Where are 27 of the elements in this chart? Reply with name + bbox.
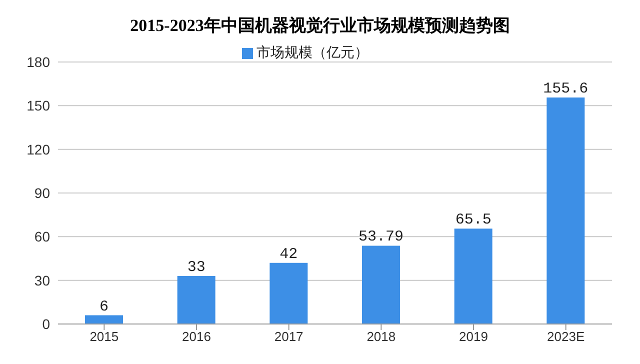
- data-label: 65.5: [455, 212, 492, 229]
- data-label: 6: [99, 298, 109, 316]
- y-tick-label: 30: [34, 272, 50, 288]
- data-label: 155.6: [543, 80, 588, 98]
- bar: [270, 262, 308, 324]
- legend-label: 市场规模（亿元）: [256, 44, 368, 60]
- bar: [85, 315, 123, 324]
- x-tick-label: 2015: [90, 329, 119, 344]
- y-tick-label: 150: [26, 98, 50, 114]
- x-tick-label: 2019: [459, 329, 488, 344]
- y-tick-label: 60: [34, 228, 50, 245]
- y-tick-label: 90: [34, 184, 50, 201]
- x-tick-label: 2023E: [547, 329, 585, 344]
- y-tick-label: 180: [26, 54, 50, 70]
- bar: [362, 246, 400, 324]
- y-tick-label: 120: [26, 141, 50, 158]
- x-tick-label: 2018: [366, 329, 396, 344]
- data-label: 53.79: [358, 228, 404, 246]
- data-label: 33: [187, 258, 206, 276]
- data-label: 42: [280, 246, 298, 263]
- bar: [546, 98, 585, 324]
- bar: [177, 276, 216, 324]
- y-tick-label: 0: [42, 316, 50, 332]
- chart-title: 2015-2023年中国机器视觉行业市场规模预测趋势图: [129, 15, 511, 37]
- bar: [454, 228, 492, 324]
- x-tick-label: 2017: [274, 329, 304, 344]
- x-tick-label: 2016: [182, 329, 211, 344]
